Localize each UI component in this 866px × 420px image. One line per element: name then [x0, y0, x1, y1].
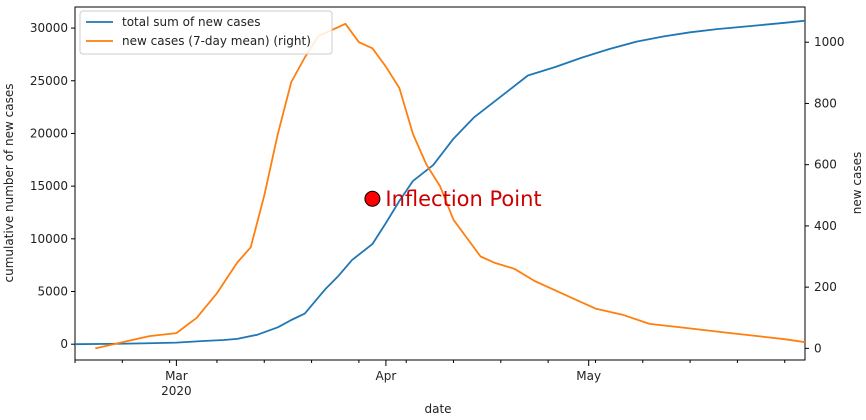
left-tick-label: 10000	[30, 232, 68, 246]
right-tick-label: 0	[814, 341, 822, 355]
x-tick-sublabel: 2020	[161, 384, 192, 398]
right-axis-title: new cases	[850, 152, 864, 214]
legend-label: total sum of new cases	[122, 15, 260, 29]
right-tick-label: 200	[814, 280, 837, 294]
left-tick-label: 20000	[30, 126, 68, 140]
right-tick-label: 400	[814, 219, 837, 233]
x-tick-label: May	[576, 369, 601, 383]
series-line-mean	[95, 22, 806, 350]
inflection-marker	[364, 190, 381, 207]
legend-label: new cases (7-day mean) (right)	[122, 34, 311, 48]
x-tick-label: Mar	[165, 369, 188, 383]
x-axis-title: date	[424, 402, 451, 416]
right-tick-label: 800	[814, 96, 837, 110]
left-tick-label: 15000	[30, 179, 68, 193]
left-tick-label: 25000	[30, 74, 68, 88]
series-line-total	[74, 19, 806, 346]
left-tick-label: 30000	[30, 21, 68, 35]
plot-frame	[74, 6, 806, 361]
legend-box	[79, 10, 333, 55]
right-tick-label: 600	[814, 158, 837, 172]
left-tick-label: 0	[60, 337, 68, 351]
left-tick-label: 5000	[37, 285, 68, 299]
left-axis-title: cumulative number of new cases	[2, 83, 16, 282]
annotation-label: Inflection Point	[385, 187, 541, 211]
x-tick-label: Apr	[376, 369, 397, 383]
right-tick-label: 1000	[814, 35, 845, 49]
